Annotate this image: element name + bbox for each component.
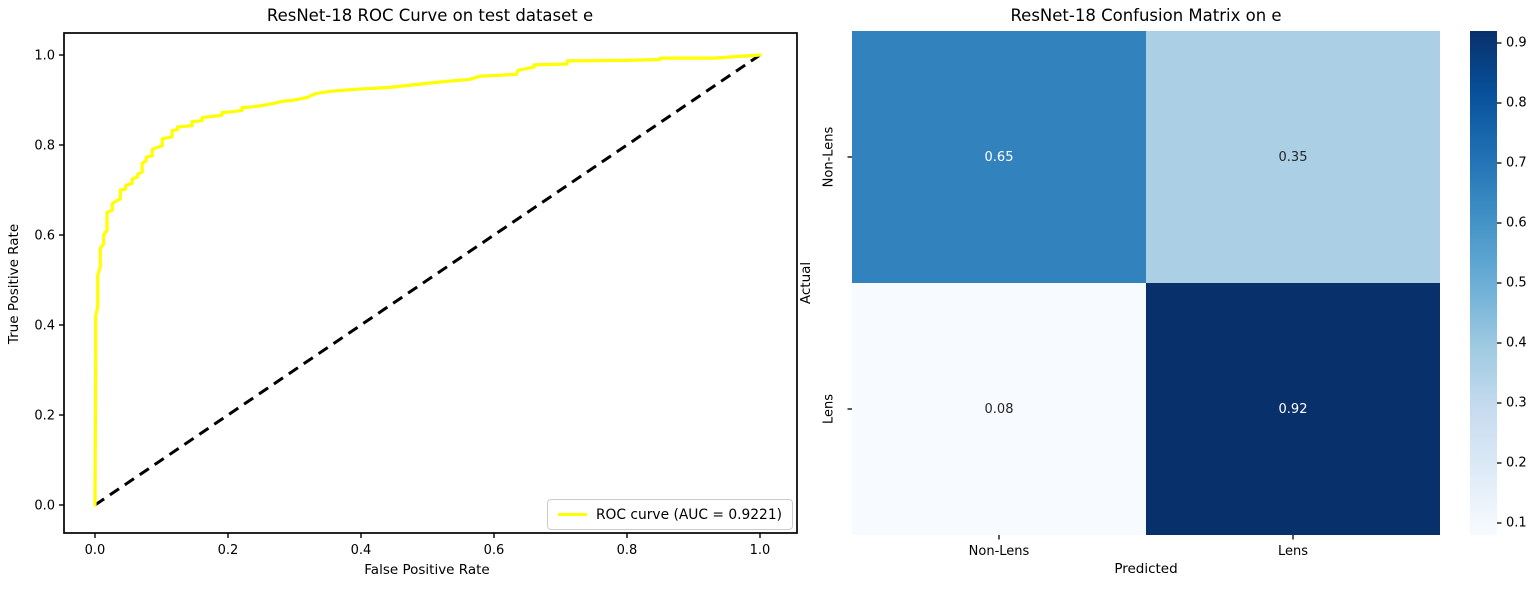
cm-cell-non-lens-lens: 0.35: [1146, 31, 1440, 283]
roc-legend-line-swatch: [558, 512, 587, 517]
cm-y-tick-label: Lens: [821, 393, 837, 425]
cm-x-tick-label: Lens: [1277, 544, 1309, 559]
colorbar-tick-label: 0.2: [1506, 455, 1527, 471]
cm-y-axis-label: Actual: [798, 261, 814, 305]
roc-x-tick-label: 0.0: [85, 543, 106, 558]
colorbar-tick-label: 0.1: [1506, 515, 1527, 531]
colorbar: [1470, 31, 1497, 535]
roc-y-tick-label: 0.6: [34, 229, 55, 244]
roc-y-axis-label: True Positive Rate: [6, 223, 22, 345]
roc-y-tick-label: 1.0: [34, 49, 55, 64]
roc-plot-title: ResNet-18 ROC Curve on test dataset e: [266, 6, 594, 25]
colorbar-tick-label: 0.5: [1506, 275, 1527, 291]
cm-x-tick-label: Non-Lens: [968, 544, 1030, 559]
roc-x-axis-label: False Positive Rate: [364, 562, 490, 578]
roc-axes-frame: [63, 32, 798, 534]
roc-x-tick-label: 0.4: [351, 543, 372, 558]
cm-cell-lens-lens: 0.92: [1146, 283, 1440, 535]
cm-cell-non-lens-non-lens: 0.65: [852, 31, 1146, 283]
cm-cell-value: 0.65: [984, 149, 1014, 165]
cm-cell-value: 0.08: [984, 401, 1014, 417]
roc-x-tick-label: 1.0: [750, 543, 771, 558]
colorbar-tick-label: 0.3: [1506, 395, 1527, 411]
cm-cell-value: 0.92: [1278, 401, 1308, 417]
confusion-matrix-title: ResNet-18 Confusion Matrix on e: [1010, 6, 1282, 25]
colorbar-tick-label: 0.6: [1506, 215, 1527, 231]
roc-x-tick-label: 0.6: [484, 543, 505, 558]
confusion-matrix-grid: 0.65 0.35 0.08 0.92: [852, 31, 1440, 535]
cm-cell-value: 0.35: [1278, 149, 1308, 165]
roc-y-tick-label: 0.0: [34, 499, 55, 514]
roc-legend: ROC curve (AUC = 0.9221): [547, 499, 793, 530]
colorbar-tick-label: 0.8: [1506, 95, 1527, 111]
colorbar-tick-label: 0.7: [1506, 155, 1527, 171]
roc-curve-line: [93, 53, 762, 507]
roc-y-tick-label: 0.4: [34, 319, 55, 334]
roc-x-tick-label: 0.2: [218, 543, 239, 558]
roc-y-tick-label: 0.2: [34, 409, 55, 424]
chance-diagonal-line: [94, 53, 761, 507]
cm-y-tick-label: Non-Lens: [821, 126, 837, 188]
roc-x-tick-label: 0.8: [617, 543, 638, 558]
roc-legend-label: ROC curve (AUC = 0.9221): [595, 506, 782, 523]
colorbar-tick-label: 0.9: [1506, 35, 1527, 51]
cm-x-axis-label: Predicted: [1114, 561, 1178, 577]
colorbar-tick-label: 0.4: [1506, 335, 1527, 351]
cm-cell-lens-non-lens: 0.08: [852, 283, 1146, 535]
roc-y-tick-label: 0.8: [34, 139, 55, 154]
